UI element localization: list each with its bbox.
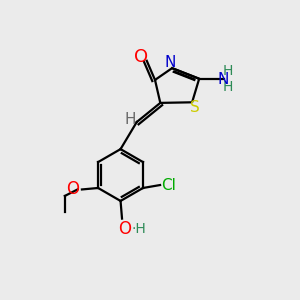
Text: H: H: [223, 64, 233, 78]
Text: H: H: [124, 112, 136, 127]
Text: H: H: [223, 80, 233, 94]
Text: N: N: [165, 55, 176, 70]
Text: O: O: [67, 180, 80, 198]
Text: O: O: [118, 220, 131, 238]
Text: Cl: Cl: [161, 178, 176, 193]
Text: O: O: [134, 48, 148, 66]
Text: ·H: ·H: [131, 222, 146, 236]
Text: N: N: [218, 72, 229, 87]
Text: S: S: [190, 100, 200, 115]
